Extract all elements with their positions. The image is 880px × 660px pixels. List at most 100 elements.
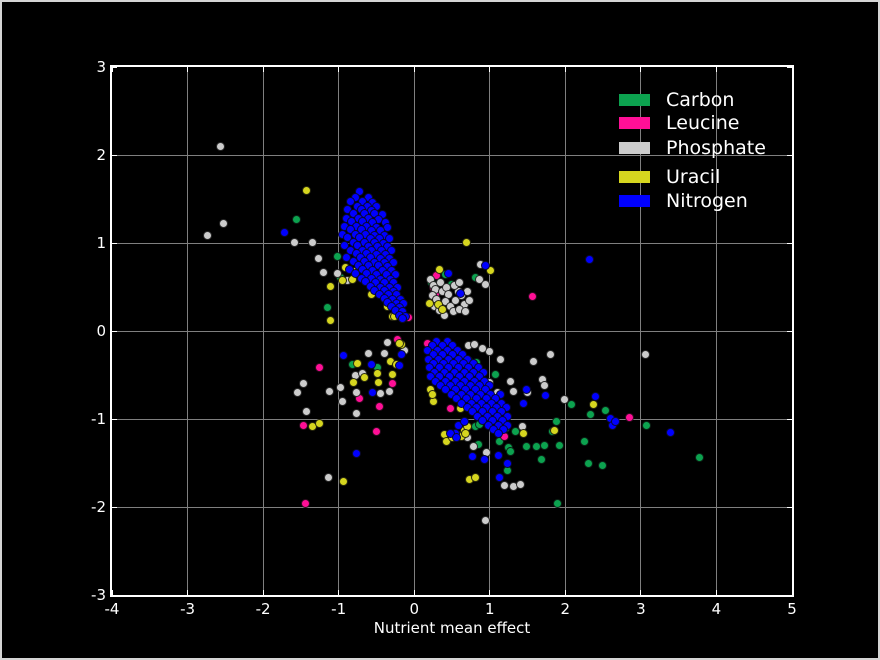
x-tick-label: 3 [636, 600, 646, 618]
scatter-point-carbon [291, 214, 301, 224]
x-axis-label: Nutrient mean effect [373, 619, 531, 637]
x-tick-mark [564, 67, 566, 72]
scatter-point-uracil [424, 299, 434, 309]
y-tick-label: -1 [91, 410, 106, 428]
scatter-point-nitrogen [279, 227, 289, 237]
scatter-point-nitrogen [452, 432, 462, 442]
legend-swatch-leucine [619, 117, 650, 129]
legend-label-leucine: Leucine [666, 112, 740, 134]
scatter-point-uracil [374, 378, 384, 388]
scatter-point-phosphate [515, 479, 525, 489]
scatter-point-leucine [315, 363, 325, 373]
scatter-point-carbon [495, 437, 505, 447]
legend-swatch-phosphate [619, 142, 650, 154]
scatter-point-phosphate [468, 441, 478, 451]
scatter-point-uracil [435, 264, 445, 274]
scatter-point-leucine [374, 402, 384, 412]
x-tick-mark [489, 590, 491, 595]
x-tick-mark [262, 590, 264, 595]
scatter-point-nitrogen [521, 384, 531, 394]
scatter-point-carbon [540, 440, 550, 450]
scatter-point-phosphate [202, 230, 212, 240]
scatter-point-phosphate [529, 357, 539, 367]
x-tick-label: -2 [255, 600, 271, 618]
legend-label-phosphate: Phosphate [666, 137, 766, 159]
scatter-point-phosphate [461, 307, 471, 317]
scatter-point-carbon [490, 369, 500, 379]
scatter-point-phosphate [308, 237, 318, 247]
scatter-point-nitrogen [459, 417, 469, 427]
y-tick-mark [787, 154, 792, 156]
y-tick-mark [787, 506, 792, 508]
x-tick-mark [413, 590, 415, 595]
y-tick-mark [787, 330, 792, 332]
scatter-point-leucine [527, 292, 537, 302]
scatter-point-nitrogen [541, 390, 551, 400]
scatter-point-phosphate [495, 354, 505, 364]
legend-label-uracil: Uracil [666, 166, 721, 188]
scatter-point-uracil [394, 338, 404, 348]
y-tick-mark [112, 154, 117, 156]
scatter-point-nitrogen [396, 350, 406, 360]
scatter-point-phosphate [351, 409, 361, 419]
x-tick-mark [715, 67, 717, 72]
y-tick-label: 1 [96, 234, 106, 252]
x-tick-mark [791, 67, 793, 72]
y-tick-mark [112, 594, 117, 596]
y-tick-mark [787, 242, 792, 244]
x-tick-mark [187, 67, 189, 72]
legend-swatch-carbon [619, 94, 650, 106]
y-tick-label: 0 [96, 322, 106, 340]
scatter-point-phosphate [464, 295, 474, 305]
legend-row-nitrogen: Nitrogen [619, 189, 748, 213]
legend-row-uracil: Uracil [619, 165, 720, 189]
scatter-point-nitrogen [352, 448, 362, 458]
scatter-point-carbon [695, 453, 705, 463]
scatter-point-nitrogen [494, 429, 504, 439]
scatter-point-uracil [470, 473, 480, 483]
gridline-horizontal [112, 506, 792, 508]
scatter-point-phosphate [470, 339, 480, 349]
x-tick-label: 1 [484, 600, 495, 618]
y-tick-mark [112, 418, 117, 420]
legend-swatch-uracil [619, 171, 650, 183]
scatter-point-phosphate [560, 395, 570, 405]
scatter-point-nitrogen [397, 314, 407, 324]
scatter-point-carbon [585, 410, 595, 420]
scatter-point-carbon [536, 454, 546, 464]
scatter-point-nitrogen [479, 454, 489, 464]
scatter-point-nitrogen [610, 417, 620, 427]
scatter-point-leucine [300, 498, 310, 508]
scatter-point-carbon [332, 251, 342, 261]
gridline-horizontal [112, 154, 792, 156]
scatter-point-phosphate [364, 349, 374, 359]
scatter-point-uracil [302, 185, 312, 195]
y-tick-label: -3 [91, 586, 106, 604]
x-tick-mark [262, 67, 264, 72]
scatter-point-carbon [584, 459, 594, 469]
y-tick-mark [112, 66, 117, 68]
scatter-point-phosphate [480, 515, 490, 525]
scatter-point-phosphate [379, 349, 389, 359]
scatter-point-uracil [338, 476, 348, 486]
scatter-point-phosphate [323, 472, 333, 482]
scatter-point-carbon [505, 447, 515, 457]
scatter-point-phosphate [539, 381, 549, 391]
y-tick-mark [787, 66, 792, 68]
scatter-point-carbon [554, 440, 564, 450]
scatter-point-leucine [445, 403, 455, 413]
x-tick-mark [715, 590, 717, 595]
scatter-point-phosphate [451, 295, 461, 305]
scatter-point-uracil [353, 359, 363, 369]
x-tick-label: -4 [104, 600, 120, 618]
scatter-point-phosphate [302, 407, 312, 417]
scatter-point-phosphate [337, 396, 347, 406]
scatter-point-uracil [359, 373, 369, 383]
x-tick-mark [338, 67, 340, 72]
y-tick-mark [787, 594, 792, 596]
x-tick-mark [338, 590, 340, 595]
scatter-point-carbon [521, 441, 531, 451]
scatter-point-phosphate [480, 279, 490, 289]
scatter-point-nitrogen [585, 255, 594, 265]
